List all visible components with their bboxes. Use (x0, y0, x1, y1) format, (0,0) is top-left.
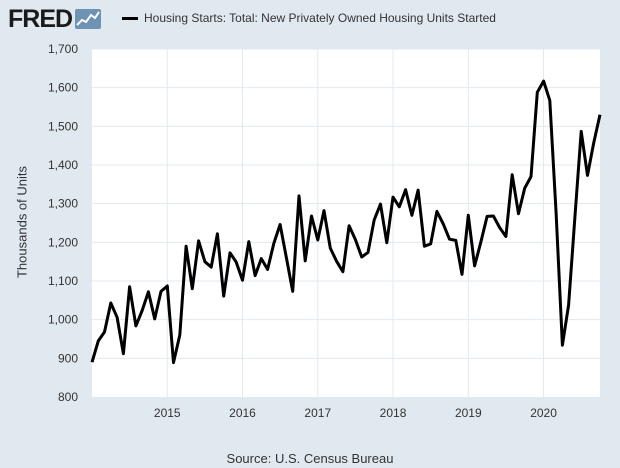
y-tick-label: 1,600 (48, 81, 78, 95)
x-tick-label: 2016 (229, 406, 256, 420)
fred-chart-icon (75, 9, 102, 29)
x-tick-label: 2018 (380, 406, 407, 420)
fred-logo-text: FRED (8, 5, 73, 33)
series-layer (90, 79, 602, 365)
x-tick-label: 2015 (154, 406, 181, 420)
y-tick-label: 1,700 (48, 42, 78, 56)
y-tick-label: 1,400 (48, 158, 78, 172)
x-tick-labels: 2015 2016 2017 2018 2019 2020 (154, 406, 557, 420)
chart-legend: Housing Starts: Total: New Privately Own… (122, 11, 496, 25)
plot-area (92, 49, 600, 397)
x-tick-label: 2017 (304, 406, 331, 420)
y-tick-label: 1,000 (48, 313, 78, 327)
legend-swatch (122, 16, 138, 20)
y-tick-label: 1,200 (48, 235, 78, 249)
x-tick-label: 2020 (530, 406, 557, 420)
source-note: Source: U.S. Census Bureau (226, 451, 394, 466)
y-tick-label: 1,300 (48, 197, 78, 211)
fred-logo[interactable]: FRED (8, 5, 102, 33)
y-tick-label: 900 (58, 351, 78, 365)
y-tick-labels: 800 900 1,000 1,100 1,200 1,300 1,400 1,500 1,60… (48, 42, 78, 404)
y-tick-label: 1,100 (48, 274, 78, 288)
y-tick-label: 800 (58, 390, 78, 404)
series-line[interactable] (90, 79, 602, 365)
y-tick-label: 1,500 (48, 119, 78, 133)
legend-label: Housing Starts: Total: New Privately Own… (144, 11, 496, 25)
x-tick-label: 2019 (455, 406, 482, 420)
